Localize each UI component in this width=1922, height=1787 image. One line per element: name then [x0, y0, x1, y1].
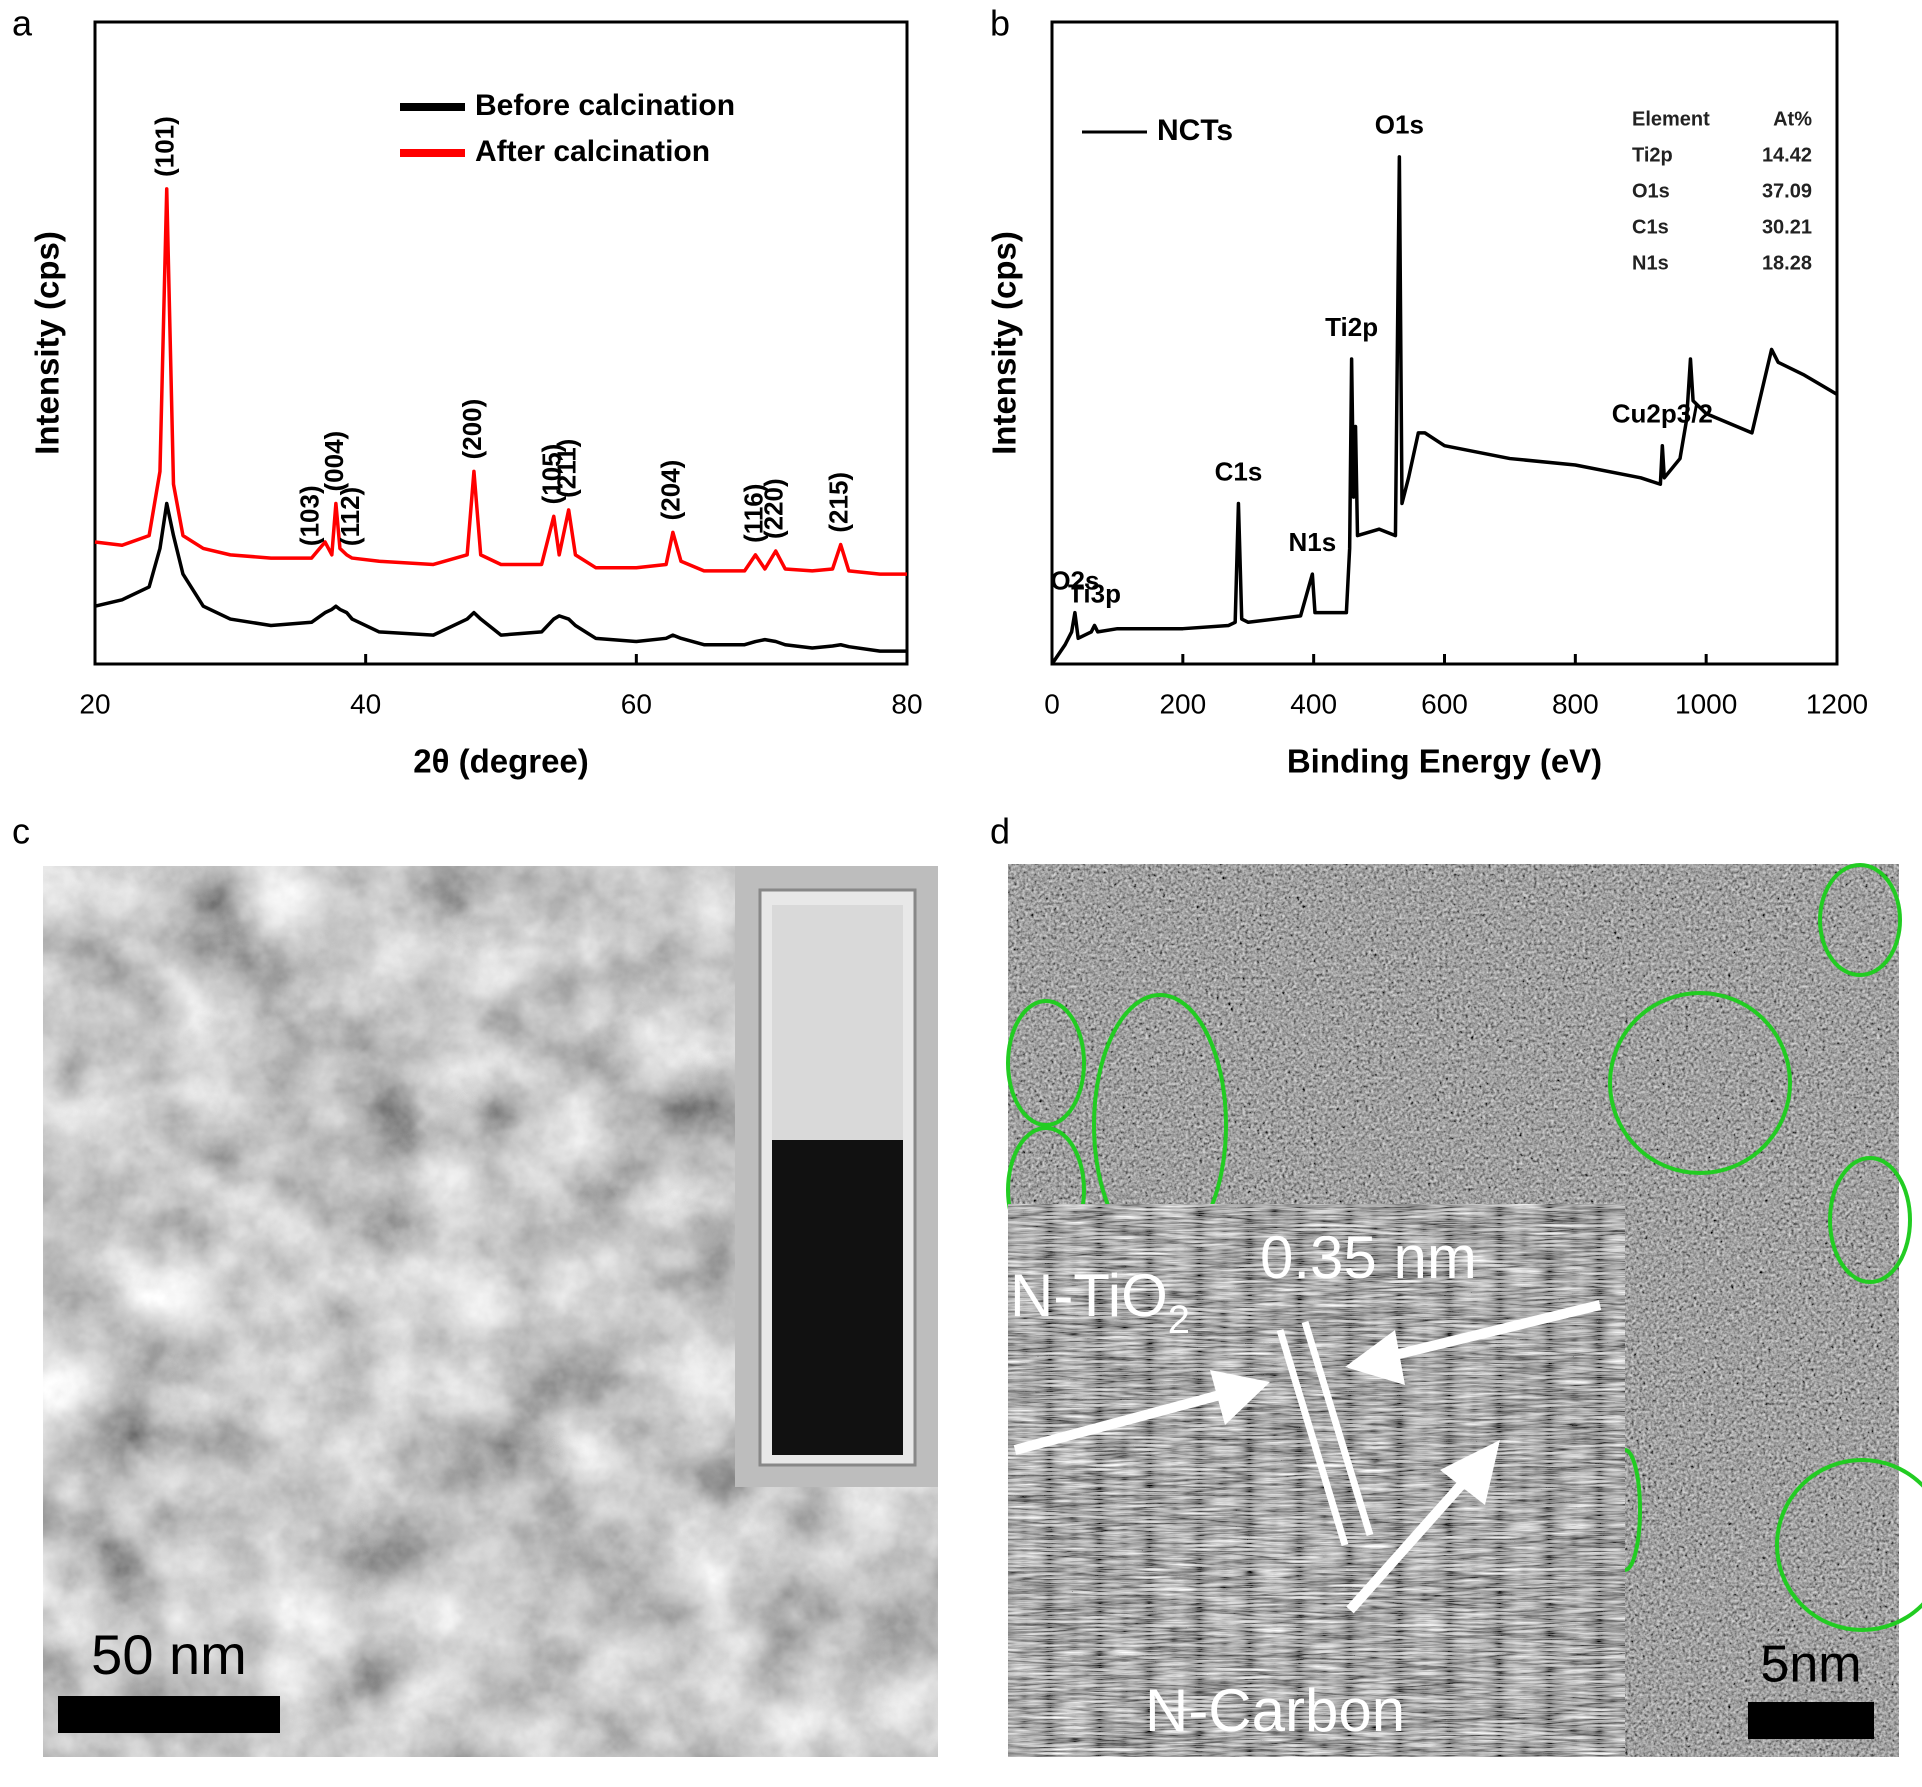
x-tick-label: 1200: [1806, 688, 1868, 719]
phase-label: N-Carbon: [1145, 1677, 1405, 1744]
peak-label: (105): [537, 444, 567, 505]
cuvette-liquid: [772, 1140, 903, 1455]
table-header: At%: [1773, 108, 1812, 130]
peak-label: (116): [738, 484, 768, 543]
peak-label: (215): [824, 472, 854, 533]
x-tick-label: 600: [1421, 688, 1468, 719]
peak-label: O2s: [1050, 566, 1099, 596]
x-tick-label: 800: [1552, 688, 1599, 719]
phase-label: N-TiO2: [1010, 1262, 1190, 1342]
table-cell: O1s: [1632, 180, 1670, 202]
legend-label: Before calcination: [475, 89, 735, 122]
table-cell: C1s: [1632, 216, 1669, 238]
peak-label: (004): [319, 431, 349, 492]
peak-label: (220): [759, 478, 789, 539]
table-cell: 30.21: [1762, 216, 1812, 238]
table-cell: 18.28: [1762, 252, 1812, 274]
legend-label: After calcination: [475, 135, 710, 168]
x-tick-label: 60: [621, 688, 652, 719]
x-tick-label: 80: [891, 688, 922, 719]
table-cell: 14.42: [1762, 144, 1812, 166]
x-tick-label: 20: [79, 688, 110, 719]
data-line: [1050, 155, 1838, 665]
scale-label: 5nm: [1760, 1636, 1861, 1694]
x-tick-label: 0: [1044, 688, 1060, 719]
table-cell: Ti2p: [1632, 144, 1673, 166]
peak-label: Ti2p: [1325, 312, 1378, 342]
panel-label: b: [990, 3, 1010, 44]
peak-label: N1s: [1289, 527, 1337, 557]
data-line: [94, 501, 907, 653]
crystal-circles: [1006, 863, 1922, 1632]
peak-label: (103): [294, 485, 324, 546]
legend-label: NCTs: [1157, 114, 1233, 147]
x-tick-label: 200: [1159, 688, 1206, 719]
y-axis-title: Intensity (cps): [986, 231, 1023, 455]
cuvette-top: [772, 905, 903, 1145]
plot-frame: [93, 20, 909, 666]
tem-image-c: 50 nm: [43, 866, 938, 1757]
peak-label: (200): [457, 399, 487, 460]
peak-label: Ti3p: [1068, 578, 1121, 608]
tem-image-d: N-TiO2 0.35 nm N-Carbon 5nm: [1005, 863, 1922, 1760]
lattice-lines: [1276, 1320, 1374, 1547]
inset-arrows: [1013, 1300, 1602, 1614]
panel-label: a: [12, 3, 33, 44]
peak-label: (211): [552, 439, 582, 498]
y-axis-title: Intensity (cps): [29, 231, 66, 455]
panel-label: c: [12, 811, 30, 852]
peak-label: (101): [150, 116, 180, 177]
spacing-label: 0.35 nm: [1260, 1224, 1477, 1291]
table-header: Element: [1632, 108, 1710, 130]
panel-label: d: [990, 811, 1010, 852]
x-tick-label: 400: [1290, 688, 1337, 719]
table-cell: N1s: [1632, 252, 1669, 274]
peak-label: C1s: [1215, 456, 1263, 486]
peak-label: (204): [656, 460, 686, 521]
hrtem-inset: [1005, 1201, 1628, 1760]
x-tick-label: 40: [350, 688, 381, 719]
data-line: [94, 187, 907, 576]
scale-bar: [58, 1696, 280, 1733]
peak-label: Cu2p3/2: [1612, 399, 1713, 429]
peak-label: O1s: [1375, 110, 1424, 140]
label-text: N-TiO: [1010, 1262, 1168, 1329]
x-tick-label: 1000: [1675, 688, 1737, 719]
label-subscript: 2: [1168, 1298, 1190, 1342]
x-axis-title: 2θ (degree): [413, 743, 589, 780]
peak-label: (112): [335, 487, 365, 546]
x-axis-title: Binding Energy (eV): [1287, 743, 1602, 780]
table-cell: 37.09: [1762, 180, 1812, 202]
scale-label: 50 nm: [91, 1623, 247, 1686]
scale-bar: [1748, 1702, 1874, 1739]
